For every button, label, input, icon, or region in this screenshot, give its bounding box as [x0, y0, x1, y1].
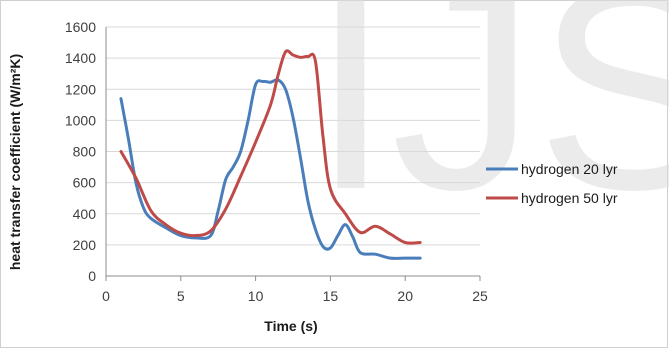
y-tick-labels: 0 200 400 600 800 1000 1200 1400 1600: [65, 19, 96, 284]
y-tick-label: 400: [73, 206, 97, 222]
axes: [105, 27, 481, 281]
series-line-2: [119, 49, 422, 245]
x-tick-label: 25: [472, 288, 488, 304]
y-tick-label: 600: [73, 175, 97, 191]
y-tick-label: 0: [88, 268, 96, 284]
x-axis-title: Time (s): [264, 318, 317, 334]
legend-label-1: hydrogen 20 lyr: [521, 161, 618, 177]
y-tick-label: 800: [73, 144, 97, 160]
x-tick-label: 20: [397, 288, 413, 304]
y-axis-title: heat transfer coefficient (W/m²K): [7, 54, 23, 270]
x-tick-label: 15: [323, 288, 339, 304]
x-tick-label: 0: [102, 288, 110, 304]
watermark: IJS: [311, 0, 669, 250]
y-tick-label: 1200: [65, 81, 96, 97]
y-tick-label: 1600: [65, 19, 96, 35]
legend-label-2: hydrogen 50 lyr: [521, 190, 618, 206]
x-tick-labels: 0 5 10 15 20 25: [102, 288, 488, 304]
series-lines: [119, 49, 422, 260]
y-tick-label: 1000: [65, 112, 96, 128]
legend: hydrogen 20 lyr hydrogen 50 lyr: [486, 161, 618, 206]
series-line-1: [119, 78, 422, 260]
x-tick-label: 10: [248, 288, 264, 304]
x-tick-label: 5: [177, 288, 185, 304]
watermark-logo: IJS: [311, 0, 669, 250]
y-tick-label: 200: [73, 237, 97, 253]
y-tick-label: 1400: [65, 50, 96, 66]
